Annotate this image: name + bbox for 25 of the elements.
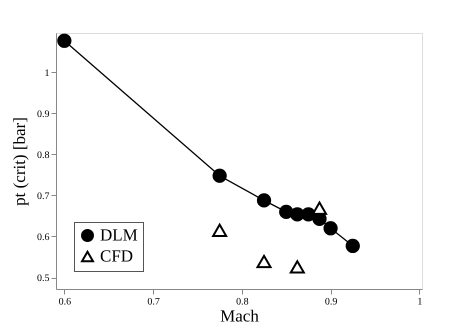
point	[346, 238, 360, 254]
point	[279, 204, 294, 219]
point	[212, 224, 228, 237]
point	[290, 260, 305, 274]
legend-label: DLM	[100, 226, 138, 244]
y-tick-label: 0.6	[37, 232, 50, 243]
point	[323, 221, 338, 236]
y-tick-label: 0.5	[37, 273, 50, 284]
y-tick-label: 1	[44, 68, 50, 79]
point	[290, 207, 304, 222]
point	[212, 168, 227, 183]
y-axis-title: pt (crit) [bar]	[10, 117, 29, 206]
y-tick-label: 0.8	[37, 150, 50, 161]
x-tick-label: 1	[417, 296, 422, 308]
x-tick-label: 0.9	[324, 296, 338, 308]
x-tick-label: 0.8	[236, 296, 249, 308]
x-tick-label: 0.6	[58, 296, 72, 308]
x-axis-title: Mach	[220, 306, 260, 323]
point	[256, 193, 272, 208]
point	[256, 254, 272, 268]
point	[57, 34, 72, 48]
y-tick-label: 0.7	[37, 190, 50, 202]
legend-label: CFD	[100, 246, 134, 266]
x-tick-label: 0.7	[147, 296, 160, 308]
y-tick-label: 0.9	[37, 108, 50, 120]
